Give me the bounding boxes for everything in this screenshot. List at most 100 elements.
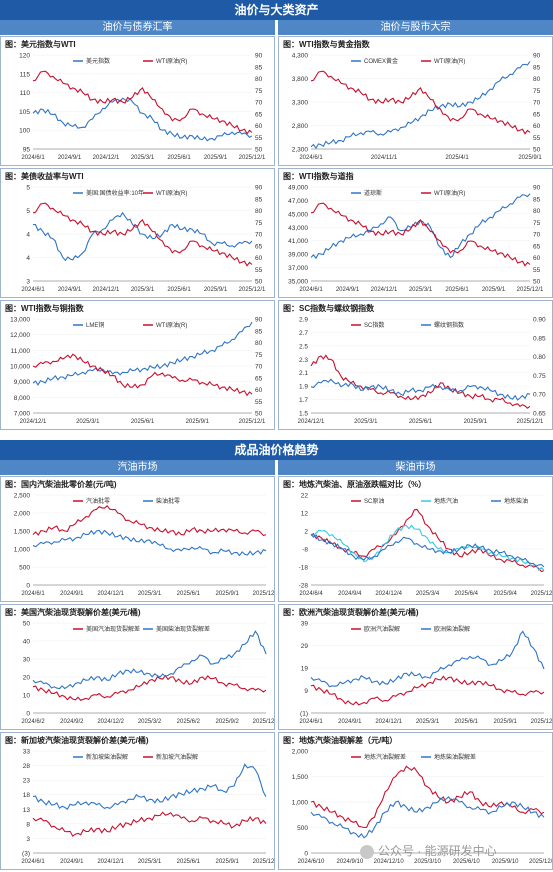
x-tick-label: 2024/6/1 <box>299 155 323 161</box>
y-right-tick-label: 75 <box>255 88 263 95</box>
y-right-tick-label: 55 <box>255 135 263 142</box>
y-left-tick-label: 2,500 <box>14 493 31 500</box>
x-tick-label: 2025/3/1 <box>76 419 100 425</box>
y-right-tick-label: 80 <box>255 76 263 83</box>
y-right-tick-label: 70 <box>533 232 541 239</box>
y-right-tick-label: 85 <box>255 64 263 71</box>
y-left-tick-label: 1,000 <box>292 800 309 807</box>
chart-title: 图：新加坡汽柴油现货裂解价差(美元/桶) <box>5 736 149 745</box>
y-left-tick-label: 0 <box>304 851 308 858</box>
y-left-tick-label: 19 <box>301 666 309 673</box>
y-left-tick-label: 2.5 <box>299 343 308 350</box>
y-left-tick-label: 30 <box>23 657 31 664</box>
y-left-tick-label: 105 <box>19 109 30 116</box>
y-left-tick-label: 45,000 <box>288 211 308 218</box>
y-left-tick-label: 1.7 <box>299 397 308 404</box>
y-left-tick-label: 41,000 <box>288 238 308 245</box>
chart-svg: 35,000 37,000 39,000 41,000 43,000 45,000 47,0… <box>288 185 544 294</box>
y-left-tick-label: 39 <box>301 621 309 628</box>
series-line-0 <box>32 674 267 701</box>
y-right-tick-label: 65 <box>255 375 263 382</box>
x-tick-label: 2025/6/1 <box>409 419 433 425</box>
x-tick-label: 2025/3/2 <box>138 719 162 725</box>
x-tick-label: 2025/12/1 <box>253 591 274 597</box>
y-left-tick-label: 5 <box>26 185 30 192</box>
chart-panel-c12: 图：地炼汽柴油裂解差（元/吨） 0 500 1,000 1,500 2,000 2024/6… <box>278 732 553 870</box>
y-right-tick-label: 65 <box>255 243 263 250</box>
x-tick-label: 2025/3/1 <box>138 591 162 597</box>
y-right-tick-label: 65 <box>533 243 541 250</box>
legend-label: WTI原油(R) <box>156 57 187 65</box>
x-tick-label: 2025/6/1 <box>177 591 201 597</box>
x-tick-label: 2025/12/1 <box>239 287 266 293</box>
y-right-tick-label: 55 <box>533 135 541 142</box>
x-tick-label: 2025/9/1 <box>518 155 542 161</box>
x-tick-label: 2025/3/1 <box>416 719 440 725</box>
x-tick-label: 2025/6/1 <box>177 859 201 865</box>
series-line-1 <box>32 529 267 557</box>
y-right-tick-label: 50 <box>255 411 263 418</box>
x-tick-label: 2025/9/1 <box>464 419 488 425</box>
y-right-tick-label: 0.85 <box>533 335 546 342</box>
x-tick-label: 2025/3/1 <box>354 419 378 425</box>
chart-title: 图：美债收益率与WTI <box>5 172 84 181</box>
x-tick-label: 2025/4/1 <box>445 155 469 161</box>
y-left-tick-label: 13 <box>23 807 31 814</box>
y-left-tick-label: 1.9 <box>299 384 308 391</box>
x-tick-label: 2024/12/1 <box>298 419 325 425</box>
legend-label: 道琼斯 <box>364 189 382 197</box>
chart-title: 图：国内汽柴油批零价差(元/吨) <box>5 480 117 489</box>
y-right-tick-label: 80 <box>255 340 263 347</box>
y-left-tick-label: 1,500 <box>14 529 31 536</box>
y-right-tick-label: 85 <box>255 196 263 203</box>
legend-label: 新加坡汽油裂解 <box>156 753 198 761</box>
chart-panel-c10: 图：欧洲汽柴油现货裂解价差(美元/桶) (1) 9 19 29 39 2024/6/1 202… <box>278 604 553 730</box>
y-left-tick-label: 2.3 <box>299 357 308 364</box>
x-tick-label: 2025/9/1 <box>482 287 506 293</box>
x-tick-label: 2025/12/1 <box>517 419 544 425</box>
y-left-tick-label: 23 <box>23 778 31 785</box>
chart-title: 图：WTI指数与黄金指数 <box>283 40 370 49</box>
y-left-tick-label: 29 <box>301 643 309 650</box>
y-left-tick-label: 8,000 <box>14 395 31 402</box>
y-left-tick-label: 37,000 <box>288 265 308 272</box>
chart-panel-c5: 图：WTI指数与铜指数 7,000 8,000 9,000 10,000 11,000 12… <box>0 300 275 430</box>
x-tick-label: 2025/3/1 <box>138 859 162 865</box>
x-tick-label: 2025/9/1 <box>493 719 517 725</box>
y-left-tick-label: 110 <box>20 90 31 97</box>
x-tick-label: 2025/6/1 <box>167 155 191 161</box>
legend-label: COMEX黄金 <box>364 57 398 65</box>
chart-svg: 7,000 8,000 9,000 10,000 11,000 12,000 13,000 5… <box>10 317 266 426</box>
chart-svg: (3) 3 8 13 18 23 28 33 2024/6/1 2024/9/1 2024/12/1… <box>21 749 274 866</box>
y-right-tick-label: 70 <box>533 100 541 107</box>
series-line-2 <box>310 534 545 568</box>
watermark: 公众号 · 能源研发中心 <box>360 842 497 859</box>
series-line-1 <box>32 630 267 690</box>
y-left-tick-label: 35,000 <box>288 279 308 286</box>
y-left-tick-label: 2.9 <box>299 317 308 324</box>
y-left-tick-label: 12 <box>301 511 309 518</box>
y-left-tick-label: 2.1 <box>299 370 308 377</box>
y-left-tick-label: 0 <box>26 711 30 718</box>
y-left-tick-label: 100 <box>19 128 30 135</box>
y-left-tick-label: 500 <box>19 565 30 572</box>
x-tick-label: 2025/12/4 <box>531 591 552 597</box>
y-right-tick-label: 0.90 <box>533 317 546 324</box>
y-right-tick-label: 85 <box>533 196 541 203</box>
y-left-tick-label: 43,000 <box>288 225 308 232</box>
y-left-tick-label: 22 <box>301 493 309 500</box>
y-left-tick-label: 9 <box>304 688 308 695</box>
chart-svg: -28 -18 -8 2 12 22 2024/6/4 2024/9/4 2024/12/4 20… <box>299 493 552 598</box>
y-right-tick-label: 50 <box>533 147 541 154</box>
y-left-tick-label: 4,300 <box>292 53 309 60</box>
y-left-tick-label: (1) <box>300 711 308 718</box>
y-right-tick-label: 50 <box>255 147 263 154</box>
y-left-tick-label: 49,000 <box>288 185 308 192</box>
x-tick-label: 2024/11/1 <box>371 155 398 161</box>
y-left-tick-label: 120 <box>19 53 30 60</box>
legend-label: 柴油批零 <box>156 497 180 505</box>
y-left-tick-label: 2,300 <box>292 147 309 154</box>
y-right-tick-label: 60 <box>255 123 263 130</box>
y-right-tick-label: 55 <box>533 267 541 274</box>
wechat-icon <box>360 844 374 859</box>
